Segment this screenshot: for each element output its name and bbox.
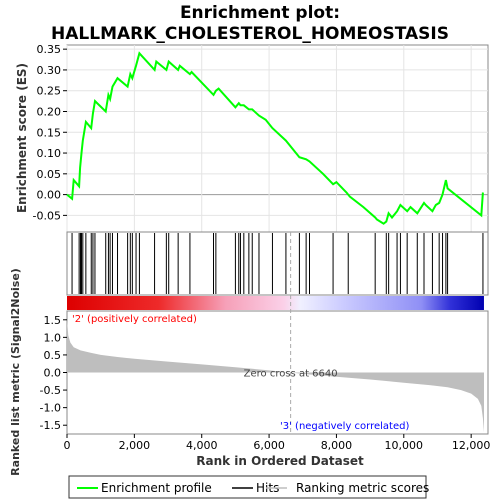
metric-y-tick-label: 1.5	[44, 314, 62, 327]
metric-x-tick-label: 4,000	[186, 439, 218, 452]
heatmap-gradient	[67, 296, 484, 310]
metric-y-axis: -1.5 -1.0 -0.5 0.0 0.5 1.0 1.5	[40, 314, 67, 432]
metric-x-tick-label: 0	[64, 439, 71, 452]
hits-lines	[71, 233, 484, 294]
es-y-tick-label: 0.05	[37, 168, 62, 181]
es-y-tick-label: -0.05	[33, 209, 61, 222]
es-y-tick-label: 0.30	[37, 64, 62, 77]
metric-x-tick-label: 8,000	[321, 439, 353, 452]
metric-x-tick-label: 12,000	[452, 439, 491, 452]
metric-y-tick-label: 0.0	[44, 367, 62, 380]
metric-x-tick-label: 6,000	[253, 439, 285, 452]
positive-correlated-label: '2' (positively correlated)	[72, 314, 197, 325]
hits-panel-frame	[66, 231, 489, 296]
metric-y-tick-label: -1.0	[40, 402, 61, 415]
metric-y-tick-label: 1.0	[44, 331, 62, 344]
es-y-tick-label: 0.15	[37, 126, 62, 139]
legend: Enrichment profile Hits Ranking metric s…	[68, 475, 429, 499]
metric-y-tick-label: 0.5	[44, 349, 62, 362]
metric-y-tick-label: -0.5	[40, 384, 61, 397]
es-y-axis-label: Enrichment score (ES)	[15, 63, 29, 213]
es-panel: -0.05 0.00 0.05 0.10 0.15 0.20 0.25 0.30 0.35 En…	[15, 43, 489, 233]
plot-title-line2: HALLMARK_CHOLESTEROL_HOMEOSTASIS	[51, 24, 449, 44]
metric-y-tick-label: -1.5	[40, 419, 61, 432]
es-y-tick-label: 0.10	[37, 147, 62, 160]
metric-x-axis-label: Rank in Ordered Dataset	[196, 454, 364, 468]
es-panel-frame	[66, 44, 489, 233]
es-y-tick-label: 0.35	[37, 43, 62, 56]
hits-panel	[66, 231, 489, 296]
legend-label-ranking: Ranking metric scores	[296, 481, 429, 495]
metric-x-tick-label: 2,000	[119, 439, 151, 452]
metric-panel: Zero cross at 6640 '2' (positively corre…	[9, 232, 490, 476]
metric-y-axis-label: Ranked list metric (Signal2Noise)	[9, 268, 22, 476]
negative-correlated-label: '3' (negatively correlated)	[280, 421, 409, 432]
plot-title-line1: Enrichment plot:	[180, 3, 340, 23]
metric-x-axis: 0 2,000 4,000 6,000 8,000 10,000 12,000	[64, 434, 491, 452]
metric-area	[67, 319, 484, 433]
metric-x-tick-label: 10,000	[385, 439, 424, 452]
zero-cross-label: Zero cross at 6640	[244, 369, 338, 380]
es-y-axis: -0.05 0.00 0.05 0.10 0.15 0.20 0.25 0.30 0.35	[33, 43, 67, 222]
es-y-tick-label: 0.00	[37, 189, 62, 202]
es-series-line	[66, 51, 484, 225]
es-y-tick-label: 0.25	[37, 85, 62, 98]
legend-frame	[68, 475, 427, 499]
es-grid	[66, 45, 488, 232]
legend-label-enrichment: Enrichment profile	[101, 481, 212, 495]
es-y-tick-label: 0.20	[37, 105, 62, 118]
ranking-heatmap-bar	[67, 296, 484, 310]
